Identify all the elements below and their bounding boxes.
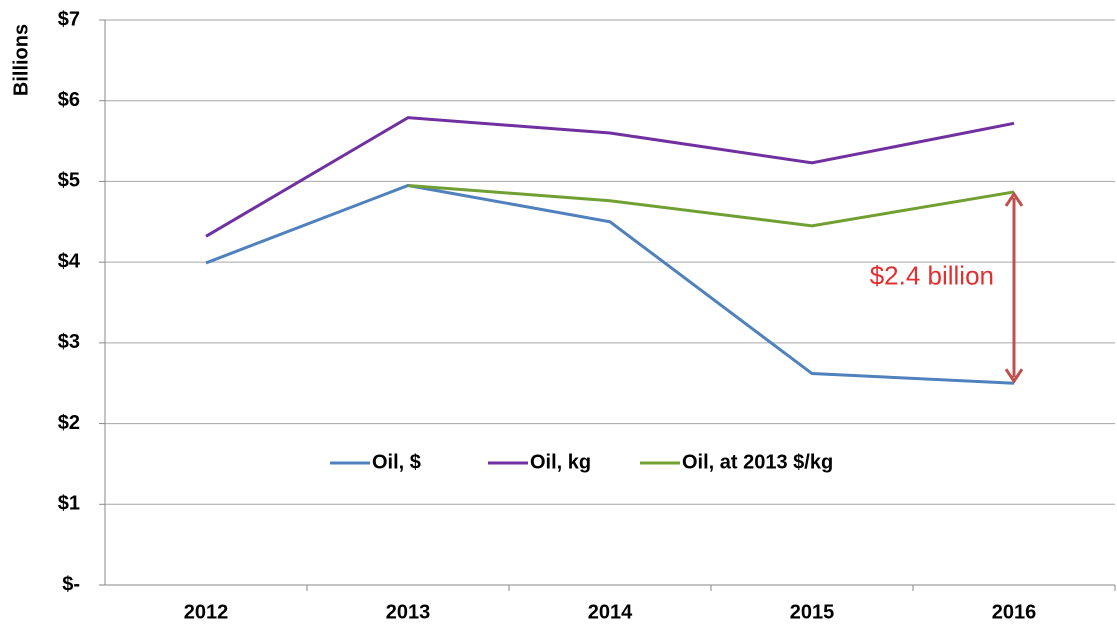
y-tick-label: $4: [58, 250, 81, 272]
y-tick-label: $7: [58, 8, 80, 30]
legend-label: Oil, at 2013 $/kg: [682, 451, 833, 473]
arrow-head: [1004, 191, 1024, 207]
y-tick-label: $3: [58, 331, 80, 353]
x-tick-label: 2016: [992, 601, 1037, 623]
x-tick-label: 2013: [386, 601, 431, 623]
series-line: [407, 183, 1015, 228]
annotation: $2.4 billion: [870, 260, 994, 290]
y-tick-label: $-: [62, 573, 80, 595]
legend-label: Oil, kg: [530, 451, 591, 473]
series-line: [205, 183, 1015, 385]
y-tick-label: $6: [58, 89, 80, 111]
x-tick-label: 2014: [588, 601, 633, 623]
legend-label: Oil, $: [372, 451, 421, 473]
y-tick-label: $2: [58, 412, 80, 434]
x-tick-label: 2012: [184, 601, 229, 623]
x-tick-label: 2015: [790, 601, 835, 623]
y-tick-label: $5: [58, 170, 80, 192]
arrow-head: [1004, 368, 1024, 384]
y-tick-label: $1: [58, 493, 80, 515]
series-line: [205, 116, 1015, 238]
y-axis-label: Billions: [10, 24, 32, 96]
